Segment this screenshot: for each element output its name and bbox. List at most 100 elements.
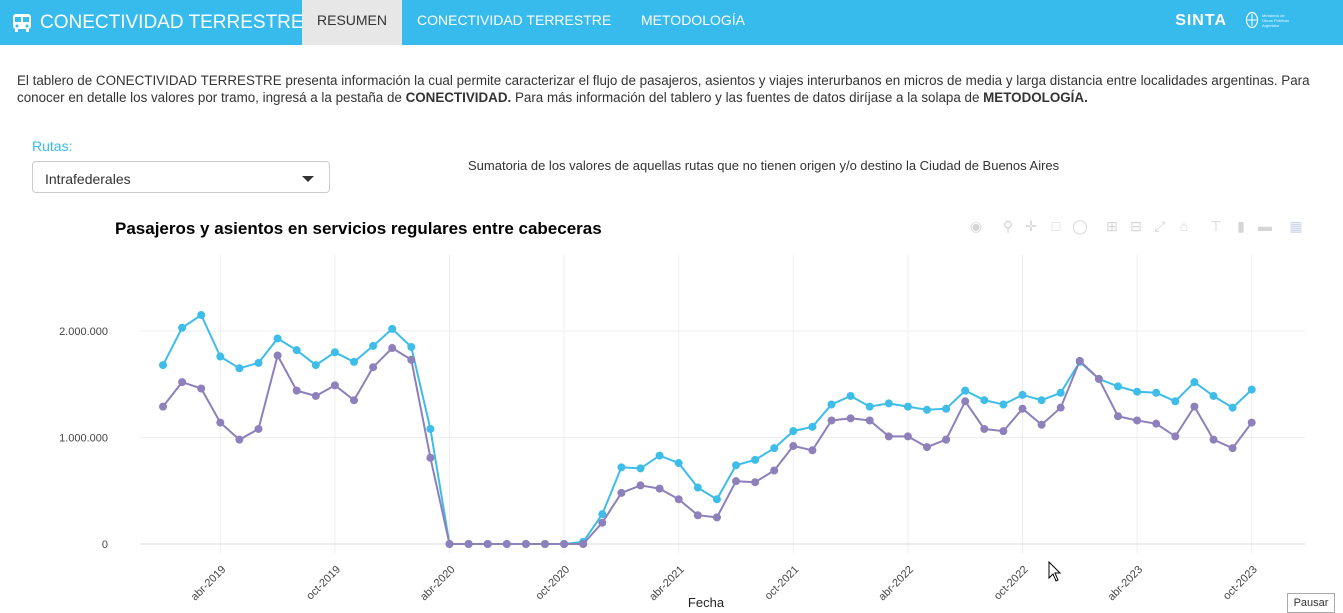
data-point	[388, 344, 397, 353]
data-point	[216, 418, 225, 427]
data-point	[712, 495, 721, 504]
data-point	[1114, 412, 1122, 421]
plotly-logo-icon[interactable]: ▦	[1289, 218, 1303, 234]
data-point	[407, 355, 416, 364]
argentina-seal-icon	[1245, 11, 1259, 29]
data-point	[865, 416, 874, 425]
zoom-out-icon[interactable]: ⊟	[1130, 218, 1142, 234]
data-point	[770, 466, 779, 475]
brand-title: CONECTIVIDAD TERRESTRE	[40, 11, 304, 33]
data-point	[216, 352, 225, 361]
data-point	[235, 364, 244, 373]
tab-resumen[interactable]: RESUMEN	[302, 0, 402, 45]
data-point	[942, 435, 951, 444]
autoscale-icon[interactable]: ⤢	[1154, 218, 1166, 234]
intro-bold-conectividad: CONECTIVIDAD.	[405, 89, 512, 105]
pause-button[interactable]: Pausar	[1287, 593, 1335, 613]
spike-lines-icon[interactable]: ⊤	[1209, 218, 1223, 234]
rutas-select[interactable]: Intrafederales	[32, 161, 330, 193]
data-point	[1152, 388, 1161, 397]
hover-closest-icon[interactable]: ▮	[1237, 218, 1245, 234]
y-tick-label: 2.000.000	[59, 326, 108, 338]
data-point	[273, 351, 282, 360]
data-point	[693, 483, 702, 492]
reset-axes-icon[interactable]: ⌂	[1179, 218, 1189, 234]
x-tick-label: oct-2020	[533, 564, 572, 603]
data-point	[1018, 390, 1027, 399]
x-tick-label: oct-2022	[992, 564, 1031, 603]
data-point	[884, 432, 893, 441]
zoom-icon[interactable]: ⚲	[1002, 218, 1014, 234]
data-point	[789, 442, 798, 451]
data-point	[903, 402, 912, 411]
brand[interactable]: CONECTIVIDAD TERRESTRE	[12, 0, 304, 45]
lasso-icon[interactable]: ◯	[1072, 218, 1088, 234]
tab-metodologia[interactable]: METODOLOGÍA	[641, 12, 745, 28]
data-point	[311, 361, 320, 370]
data-point	[521, 540, 530, 548]
chart-title: Pasajeros y asientos en servicios regula…	[115, 219, 602, 238]
data-point	[923, 405, 931, 414]
data-point	[942, 404, 951, 413]
data-point	[1228, 403, 1237, 412]
data-point	[197, 384, 206, 393]
tab-conectividad-terrestre[interactable]: CONECTIVIDAD TERRESTRE	[417, 12, 612, 28]
data-point	[674, 495, 683, 504]
data-point	[502, 540, 511, 548]
data-point	[292, 346, 301, 355]
intro-text: Para más información del tablero y las f…	[511, 89, 984, 105]
data-point	[636, 481, 645, 490]
ministry-logo[interactable]: Ministerio de Obras Públicas Argentina	[1245, 11, 1289, 29]
data-point	[655, 484, 664, 493]
hover-compare-icon[interactable]: ▬	[1258, 218, 1272, 234]
data-point	[980, 396, 989, 405]
ministry-line: Ministerio de	[1262, 12, 1285, 18]
data-point	[1094, 374, 1103, 383]
data-point	[1152, 419, 1161, 428]
data-point	[464, 540, 473, 548]
camera-icon[interactable]: ◉	[969, 218, 983, 234]
x-tick-label: oct-2019	[304, 564, 343, 603]
data-point	[254, 358, 263, 367]
data-point	[197, 311, 206, 320]
zoom-in-icon[interactable]: ⊞	[1106, 218, 1118, 234]
pan-icon[interactable]: ✛	[1025, 218, 1037, 234]
data-point	[1190, 402, 1199, 411]
x-axis-title: Fecha	[688, 595, 725, 610]
ministry-line: Obras Públicas	[1262, 17, 1290, 23]
ministry-line: Argentina	[1262, 22, 1280, 28]
line-chart[interactable]: 0 1.000.000 2.000.000 abr-2019 oct-2019 abr-2…	[0, 245, 1343, 613]
routes-note: Sumatoria de los valores de aquellas rut…	[468, 158, 1060, 173]
data-point	[1133, 387, 1142, 396]
data-point	[330, 381, 339, 390]
x-tick-label: abr-2022	[876, 564, 916, 604]
data-point	[1247, 418, 1256, 427]
rutas-label: Rutas:	[32, 138, 73, 154]
data-point	[1133, 416, 1142, 425]
data-point	[159, 361, 167, 370]
data-point	[674, 459, 683, 468]
y-tick-label: 1.000.000	[59, 433, 108, 445]
caret-down-icon	[302, 176, 314, 182]
data-point	[808, 446, 817, 455]
data-point	[579, 540, 588, 548]
data-point	[732, 477, 740, 486]
intro-bold-metodologia: METODOLOGÍA.	[983, 89, 1088, 105]
data-point	[1056, 388, 1065, 397]
data-point	[827, 400, 836, 409]
data-point	[846, 414, 855, 423]
data-point	[923, 443, 931, 452]
data-point	[560, 540, 569, 548]
data-point	[1209, 391, 1218, 400]
data-point	[1209, 435, 1218, 444]
sinta-logo[interactable]: SINTA	[1175, 12, 1227, 29]
data-point	[273, 334, 282, 343]
data-point	[311, 391, 320, 400]
data-point	[1018, 404, 1027, 413]
data-point	[903, 432, 912, 441]
data-point	[961, 397, 970, 406]
mouse-cursor-icon	[1048, 561, 1062, 582]
data-point	[388, 324, 397, 333]
box-select-icon[interactable]: □	[1051, 218, 1061, 234]
data-point	[330, 348, 339, 357]
